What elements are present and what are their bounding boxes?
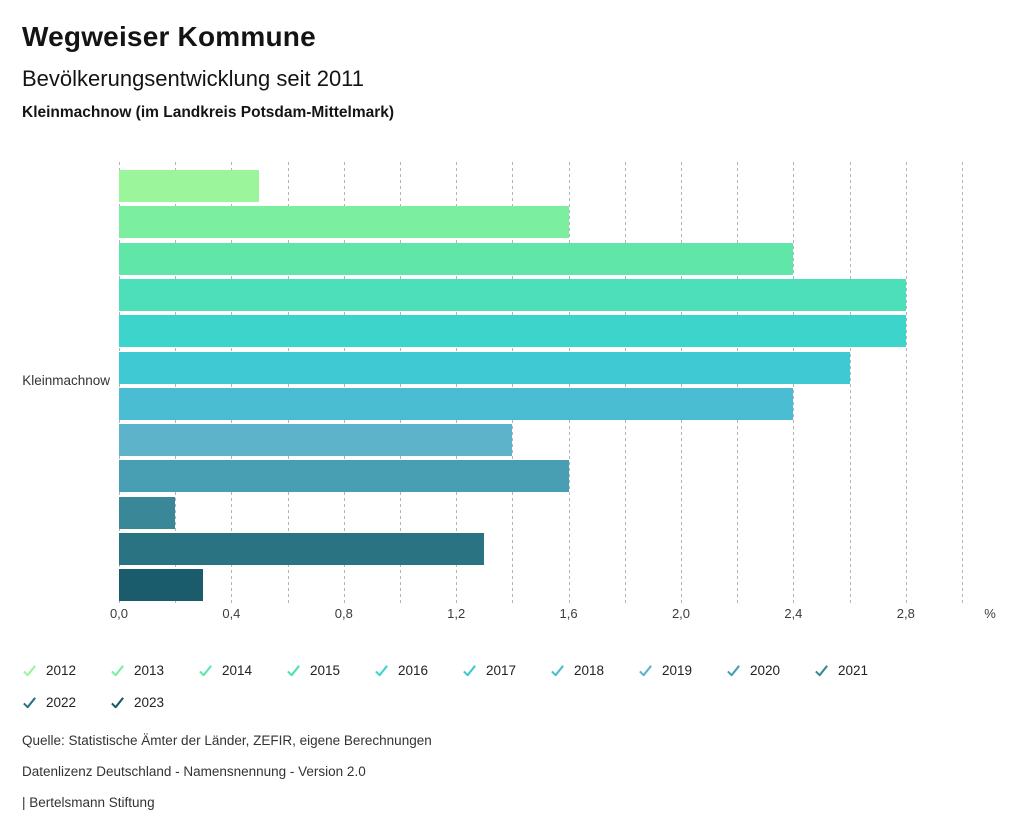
legend-item-2020[interactable]: 2020 xyxy=(726,654,814,686)
legend-item-2013[interactable]: 2013 xyxy=(110,654,198,686)
check-icon xyxy=(287,664,300,676)
legend-year-label: 2023 xyxy=(134,694,165,710)
x-tick-label: 2,8 xyxy=(896,606,915,621)
bar-2023[interactable] xyxy=(119,569,204,602)
check-icon xyxy=(111,664,124,676)
legend-year-label: 2019 xyxy=(662,662,693,678)
publisher-note: | Bertelsmann Stiftung xyxy=(22,795,155,810)
chart-subtitle: Bevölkerungsentwicklung seit 2011 xyxy=(22,66,365,91)
legend-year-label: 2017 xyxy=(486,662,517,678)
legend-year-label: 2020 xyxy=(750,662,781,678)
page-title: Wegweiser Kommune xyxy=(22,21,316,52)
legend-year-label: 2015 xyxy=(310,662,341,678)
legend-year-label: 2012 xyxy=(46,662,77,678)
x-tick-label: 0,0 xyxy=(109,606,129,621)
source-note: Quelle: Statistische Ämter der Länder, Z… xyxy=(22,733,432,748)
gridline xyxy=(849,162,851,603)
x-tick-label: 0,4 xyxy=(222,606,241,621)
legend-item-2017[interactable]: 2017 xyxy=(462,654,550,686)
legend-item-2022[interactable]: 2022 xyxy=(22,686,110,718)
check-icon xyxy=(375,664,388,676)
bar-2015[interactable] xyxy=(119,278,906,311)
license-note: Datenlizenz Deutschland - Namensnennung … xyxy=(22,764,366,779)
legend-item-2018[interactable]: 2018 xyxy=(550,654,638,686)
chart-legend: 2012 2013 2014 2015 2016 2017 2018 2019 2020 2021… xyxy=(22,654,907,718)
x-tick-label: 1,6 xyxy=(559,606,578,621)
bar-2022[interactable] xyxy=(119,533,485,565)
x-tick-label: 0,8 xyxy=(334,606,353,621)
bar-2012[interactable] xyxy=(119,170,260,202)
check-icon xyxy=(551,664,564,676)
legend-item-2019[interactable]: 2019 xyxy=(638,654,726,686)
check-icon xyxy=(463,664,476,676)
bar-2020[interactable] xyxy=(119,460,569,493)
legend-item-2012[interactable]: 2012 xyxy=(22,654,110,686)
legend-item-2015[interactable]: 2015 xyxy=(286,654,374,686)
bar-2017[interactable] xyxy=(119,351,850,384)
check-icon xyxy=(111,696,124,708)
check-icon xyxy=(23,664,36,676)
y-axis-category-label: Kleinmachnow xyxy=(22,373,110,388)
x-tick-label: 2,0 xyxy=(671,606,691,621)
bar-2018[interactable] xyxy=(119,387,794,420)
legend-year-label: 2014 xyxy=(222,662,253,678)
bar-2013[interactable] xyxy=(119,206,569,239)
bar-2014[interactable] xyxy=(119,242,794,275)
legend-item-2016[interactable]: 2016 xyxy=(374,654,462,686)
legend-item-2014[interactable]: 2014 xyxy=(198,654,286,686)
gridline xyxy=(962,162,963,603)
legend-item-2021[interactable]: 2021 xyxy=(814,654,902,686)
x-axis-unit-label: % xyxy=(984,606,996,621)
bar-2021[interactable] xyxy=(119,496,176,529)
bar-chart-plot-area xyxy=(119,162,963,603)
legend-year-label: 2021 xyxy=(838,662,869,678)
x-tick-label: 1,2 xyxy=(447,606,466,621)
legend-year-label: 2016 xyxy=(398,662,429,678)
check-icon xyxy=(815,664,828,676)
bar-2016[interactable] xyxy=(119,315,906,348)
x-tick-label: 2,4 xyxy=(784,606,803,621)
legend-year-label: 2022 xyxy=(46,694,77,710)
check-icon xyxy=(727,664,740,676)
check-icon xyxy=(199,664,212,676)
bar-2019[interactable] xyxy=(119,424,513,457)
legend-year-label: 2013 xyxy=(134,662,165,678)
gridline xyxy=(905,162,907,603)
legend-year-label: 2018 xyxy=(574,662,605,678)
location-label: Kleinmachnow (im Landkreis Potsdam-Mitte… xyxy=(22,104,395,121)
check-icon xyxy=(639,664,652,676)
legend-item-2023[interactable]: 2023 xyxy=(110,686,198,718)
check-icon xyxy=(23,696,36,708)
